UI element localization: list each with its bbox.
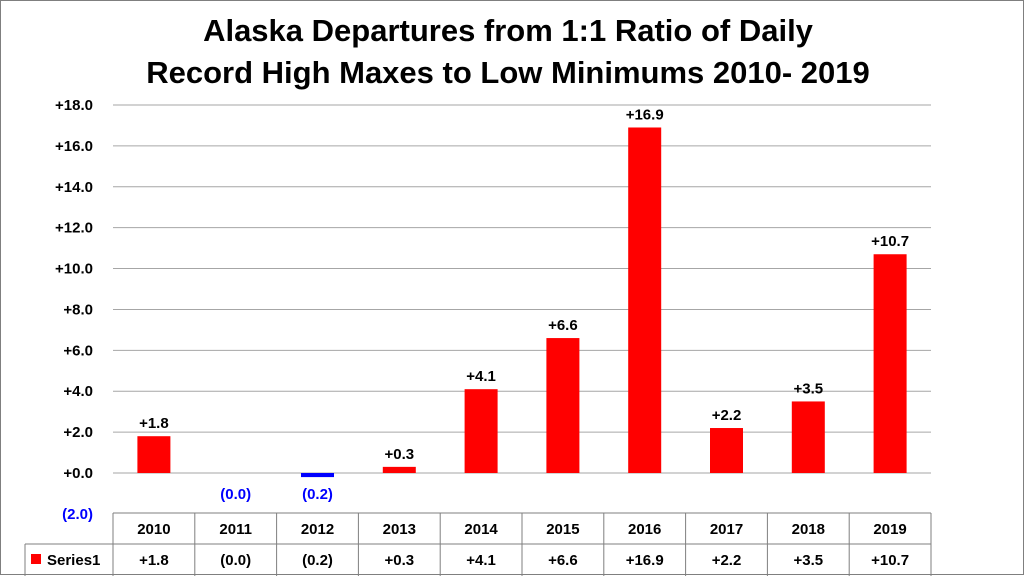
data-label-2012: (0.2) (302, 486, 333, 503)
bar-2016 (628, 127, 662, 473)
y-tick-label: +8.0 (63, 301, 93, 318)
table-value-2014: +4.1 (466, 552, 496, 569)
data-label-2010: +1.8 (139, 415, 169, 432)
category-label-2012: 2012 (301, 521, 334, 538)
category-label-2016: 2016 (628, 521, 661, 538)
category-label-2011: 2011 (219, 521, 252, 538)
chart-title-line-1: Alaska Departures from 1:1 Ratio of Dail… (203, 13, 814, 48)
y-axis-tick-labels: (2.0) +0.0 +2.0 +4.0 +6.0 +8.0 +10.0 +12.0 +14.0… (55, 97, 93, 523)
data-label-2011: (0.0) (220, 486, 251, 503)
legend-series-name: Series1 (47, 552, 100, 569)
category-label-2019: 2019 (873, 521, 906, 538)
category-label-2017: 2017 (710, 521, 743, 538)
bar-2010 (137, 436, 171, 473)
table-value-2017: +2.2 (712, 552, 742, 569)
bars (137, 127, 907, 478)
table-value-2016: +16.9 (626, 552, 664, 569)
y-tick-label: (2.0) (62, 506, 93, 523)
category-label-2013: 2013 (383, 521, 416, 538)
bar-2012 (301, 473, 334, 478)
table-value-2018: +3.5 (793, 552, 823, 569)
table-value-2011: (0.0) (220, 552, 251, 569)
y-tick-label: +18.0 (55, 97, 93, 114)
bar-2013 (382, 466, 416, 473)
gridlines (113, 104, 931, 474)
chart-title-line-2: Record High Maxes to Low Minimums 2010- … (146, 55, 870, 90)
category-label-2015: 2015 (546, 521, 579, 538)
table-value-2019: +10.7 (871, 552, 909, 569)
data-label-2014: +4.1 (466, 368, 496, 385)
table-value-2013: +0.3 (384, 552, 414, 569)
bar-2014 (464, 389, 498, 473)
y-tick-label: +4.0 (63, 383, 93, 400)
y-tick-label: +6.0 (63, 342, 93, 359)
data-label-2013: +0.3 (384, 446, 414, 463)
y-tick-label: +0.0 (63, 465, 93, 482)
table-value-2010: +1.8 (139, 552, 169, 569)
bar-2015 (546, 338, 580, 473)
category-label-2014: 2014 (464, 521, 498, 538)
data-label-2018: +3.5 (793, 380, 823, 397)
bar-2018 (791, 401, 825, 473)
bar-2017 (710, 428, 743, 473)
y-tick-label: +2.0 (63, 424, 93, 441)
data-label-2015: +6.6 (548, 317, 578, 334)
bar-2019 (873, 254, 907, 473)
y-tick-label: +16.0 (55, 138, 93, 155)
data-label-2016: +16.9 (626, 106, 664, 123)
y-tick-label: +12.0 (55, 220, 93, 237)
table-value-2012: (0.2) (302, 552, 333, 569)
y-tick-label: +14.0 (55, 179, 93, 196)
legend-swatch (31, 554, 41, 564)
category-label-2018: 2018 (792, 521, 825, 538)
table-value-2015: +6.6 (548, 552, 578, 569)
category-label-2010: 2010 (137, 521, 170, 538)
data-label-2017: +2.2 (712, 407, 742, 424)
data-label-2019: +10.7 (871, 233, 909, 250)
data-labels: +1.8 (0.0) (0.2) +0.3 +4.1 +6.6 +16.9 +2.2 +3.5 +… (139, 106, 909, 503)
data-table: 2010 +1.8 2011 (0.0) 2012 (0.2) 2013 +0.3 2014 +4… (24, 512, 932, 576)
y-tick-label: +10.0 (55, 261, 93, 278)
